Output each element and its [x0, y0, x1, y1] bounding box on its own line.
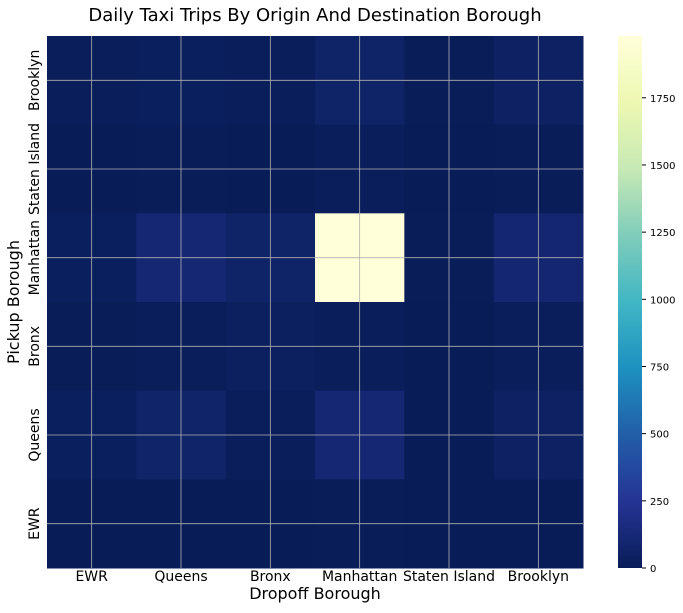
y-tick-label: Staten Island: [27, 123, 43, 215]
y-tick-label: Manhattan: [27, 220, 43, 295]
colorbar-tick-label: 750: [650, 362, 669, 373]
colorbar-tick-label: 1250: [650, 228, 675, 239]
colorbar-tick-label: 250: [650, 497, 669, 508]
x-tick-label: Manhattan: [322, 569, 397, 585]
y-tick-labels: Brooklyn Staten Island Manhattan Bronx Queen…: [27, 50, 43, 540]
colorbar-ticks: 0 250 500 750 1000 1250 1500 1750: [642, 94, 675, 575]
y-axis-label: Pickup Borough: [4, 240, 23, 364]
heatmap-cells: [47, 36, 584, 569]
gridlines: [47, 36, 583, 568]
y-tick-label: Queens: [27, 408, 43, 461]
x-axis-label: Dropoff Borough: [249, 584, 381, 603]
chart-title: Daily Taxi Trips By Origin And Destinati…: [88, 5, 541, 26]
colorbar-tick-label: 1750: [650, 94, 675, 105]
x-tick-label: Brooklyn: [508, 569, 569, 585]
x-tick-label: Staten Island: [403, 569, 495, 585]
colorbar-tick-label: 500: [650, 430, 669, 441]
x-tick-label: Bronx: [250, 569, 291, 585]
colorbar-tick-label: 0: [650, 564, 656, 575]
y-tick-label: EWR: [27, 507, 43, 540]
colorbar: [618, 36, 642, 568]
colorbar-tick-label: 1500: [650, 161, 675, 172]
x-tick-label: Queens: [154, 569, 207, 585]
x-tick-label: EWR: [75, 569, 108, 585]
colorbar-tick-label: 1000: [650, 295, 675, 306]
y-tick-label: Brooklyn: [27, 50, 43, 111]
y-tick-label: Bronx: [27, 326, 43, 367]
x-tick-labels: EWR Queens Bronx Manhattan Staten Island Broo…: [75, 569, 569, 585]
